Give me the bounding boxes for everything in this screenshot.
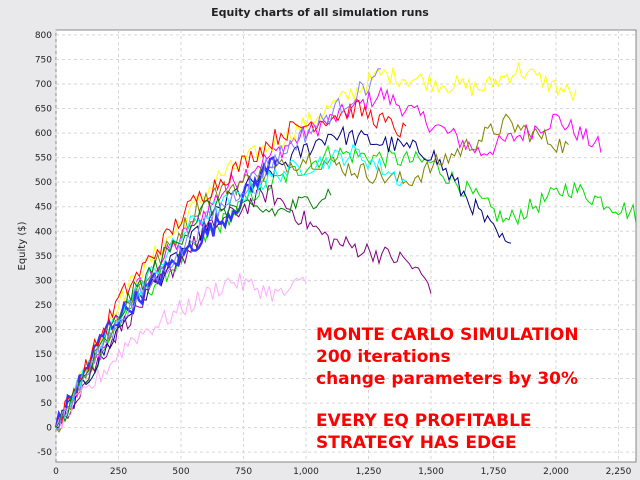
x-tick-label: 250 — [110, 467, 127, 477]
y-tick-label: 200 — [35, 325, 52, 335]
x-tick-label: 0 — [53, 467, 59, 477]
y-tick-label: 250 — [35, 301, 52, 311]
y-tick-labels: -50 0 50 100 150 200 250 300 350 400 450 500 550 600 6… — [35, 31, 52, 458]
y-tick-label: 100 — [35, 375, 52, 385]
x-tick-label: 1,500 — [418, 467, 444, 477]
x-tick-label: 750 — [235, 467, 252, 477]
x-tick-label: 1,000 — [293, 467, 319, 477]
series-line — [55, 273, 307, 429]
annotation-line: MONTE CARLO SIMULATION — [316, 325, 579, 345]
y-tick-label: 700 — [35, 80, 52, 90]
x-tick-label: 2,250 — [606, 467, 632, 477]
series-layer — [54, 62, 637, 433]
y-tick-label: 400 — [35, 227, 52, 237]
series-line — [55, 62, 577, 428]
annotation: MONTE CARLO SIMULATION 200 iterations ch… — [316, 325, 579, 453]
chart-title: Equity charts of all simulation runs — [211, 6, 429, 19]
y-tick-label: 800 — [35, 31, 52, 41]
y-tick-label: 350 — [35, 252, 52, 262]
annotation-line: STRATEGY HAS EDGE — [316, 433, 517, 453]
series-line — [55, 187, 332, 428]
y-tick-label: 500 — [35, 178, 52, 188]
y-tick-label: 300 — [35, 276, 52, 286]
y-tick-label: 150 — [35, 350, 52, 360]
y-tick-label: 0 — [46, 424, 52, 434]
x-tick-label: 500 — [172, 467, 189, 477]
y-tick-label: 750 — [35, 55, 52, 65]
annotation-line: change parameters by 30% — [316, 369, 578, 389]
annotation-line: EVERY EQ PROFITABLE — [316, 411, 532, 431]
series-line — [55, 68, 382, 431]
y-axis-label: Equity ($) — [17, 221, 28, 270]
grid — [55, 30, 636, 462]
x-tick-label: 2,000 — [543, 467, 569, 477]
y-tick-label: 650 — [35, 105, 52, 115]
x-tick-labels: 0 250 500 750 1,000 1,250 1,500 1,750 2,000 2,250 — [53, 467, 632, 477]
y-tick-label: 50 — [41, 399, 53, 409]
series-line — [55, 99, 407, 428]
x-tick-label: 1,750 — [481, 467, 507, 477]
plot-area — [55, 29, 637, 463]
annotation-line: 200 iterations — [316, 347, 451, 367]
x-tick-label: 1,250 — [356, 467, 382, 477]
y-tick-label: -50 — [37, 448, 52, 458]
series-line — [55, 113, 569, 433]
y-tick-label: 550 — [35, 154, 52, 164]
series-line — [55, 144, 637, 428]
y-tick-label: 600 — [35, 129, 52, 139]
y-tick-label: 450 — [35, 203, 52, 213]
series-line — [54, 156, 278, 428]
